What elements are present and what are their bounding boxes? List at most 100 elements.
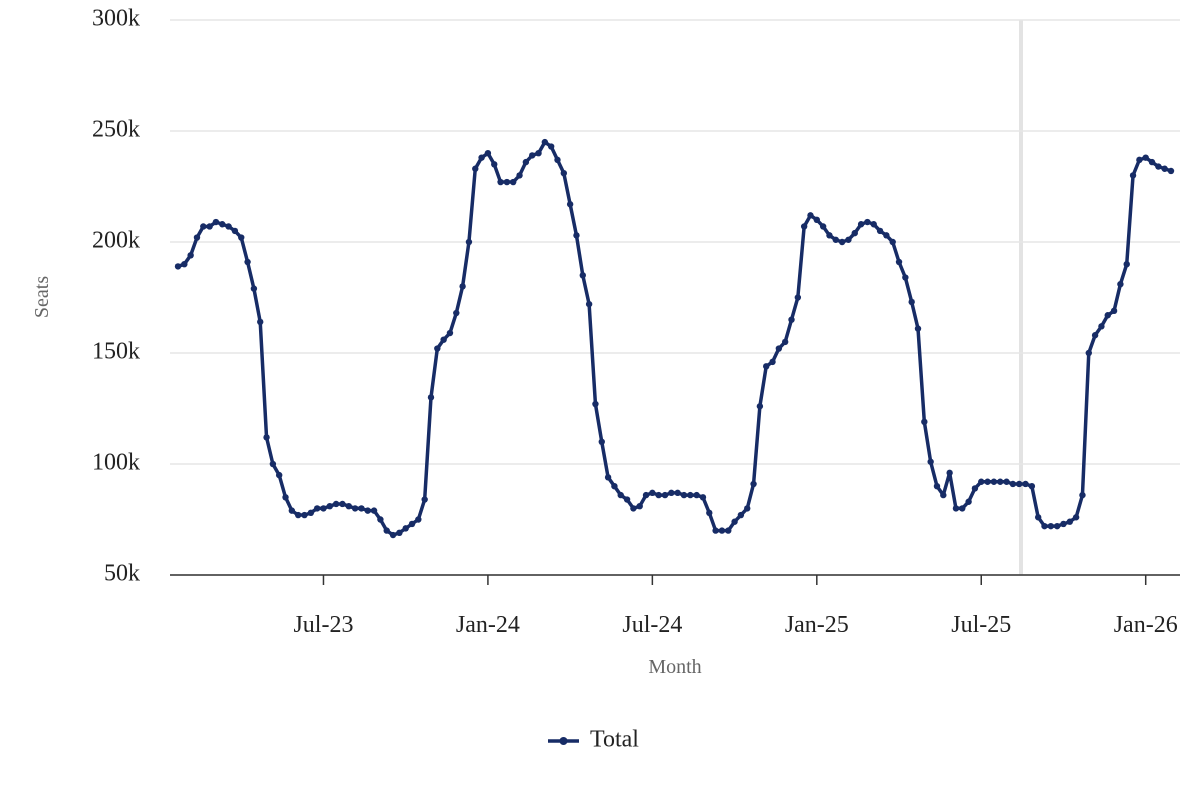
data-point bbox=[554, 156, 561, 164]
y-tick-label: 100k bbox=[92, 450, 140, 476]
data-point bbox=[364, 507, 371, 514]
data-point bbox=[263, 434, 270, 441]
data-point bbox=[528, 152, 536, 159]
data-point bbox=[940, 491, 947, 499]
data-point bbox=[819, 223, 827, 230]
data-point bbox=[1016, 480, 1023, 488]
data-point bbox=[225, 223, 232, 230]
data-point bbox=[250, 285, 258, 292]
data-point bbox=[560, 169, 568, 177]
data-point bbox=[630, 505, 637, 512]
data-point bbox=[826, 232, 833, 239]
data-point bbox=[491, 161, 498, 168]
y-tick-label: 200k bbox=[92, 228, 140, 254]
data-point bbox=[864, 218, 871, 226]
data-point bbox=[997, 478, 1004, 485]
data-point bbox=[345, 502, 352, 510]
data-point bbox=[402, 525, 409, 532]
data-point bbox=[459, 283, 466, 290]
data-point bbox=[687, 491, 694, 499]
data-point bbox=[952, 505, 960, 512]
data-point bbox=[1142, 154, 1149, 161]
data-point bbox=[472, 165, 479, 172]
data-point bbox=[212, 218, 220, 226]
data-point bbox=[389, 531, 397, 539]
data-point bbox=[547, 143, 555, 150]
data-point bbox=[1072, 514, 1080, 521]
data-point bbox=[1117, 280, 1124, 288]
data-point bbox=[1110, 307, 1118, 315]
data-point bbox=[1098, 323, 1105, 330]
data-point bbox=[895, 258, 903, 266]
data-point bbox=[1123, 261, 1130, 268]
data-point bbox=[775, 345, 783, 352]
data-point bbox=[326, 502, 333, 510]
data-point bbox=[737, 511, 745, 519]
data-point bbox=[718, 527, 726, 534]
data-point bbox=[744, 505, 751, 512]
data-point bbox=[282, 494, 289, 501]
data-point bbox=[800, 223, 808, 230]
data-point bbox=[503, 178, 511, 186]
data-point bbox=[851, 229, 858, 237]
data-point bbox=[294, 511, 302, 519]
data-point bbox=[1161, 165, 1168, 172]
data-point bbox=[914, 325, 922, 332]
data-point bbox=[440, 336, 447, 343]
data-point bbox=[313, 505, 321, 512]
data-point bbox=[902, 274, 909, 281]
data-point bbox=[1003, 478, 1010, 485]
data-point bbox=[680, 491, 688, 499]
data-point bbox=[415, 516, 422, 523]
data-point bbox=[332, 500, 340, 508]
data-point bbox=[807, 212, 814, 219]
data-point bbox=[181, 261, 188, 268]
data-point bbox=[750, 480, 757, 488]
data-point bbox=[927, 458, 934, 465]
data-point bbox=[883, 232, 890, 239]
data-point bbox=[453, 309, 460, 317]
x-tick-label: Jul-24 bbox=[622, 612, 682, 638]
data-point bbox=[788, 316, 795, 323]
y-tick-label: 50k bbox=[104, 561, 140, 587]
data-point bbox=[193, 234, 201, 241]
data-point bbox=[1053, 522, 1061, 530]
data-point bbox=[301, 511, 308, 519]
data-point bbox=[1028, 483, 1036, 490]
data-point bbox=[604, 474, 612, 481]
data-point bbox=[978, 478, 985, 485]
data-point bbox=[699, 494, 707, 501]
data-point bbox=[649, 489, 656, 497]
data-point bbox=[320, 505, 327, 512]
data-point bbox=[370, 507, 378, 514]
data-point bbox=[510, 178, 517, 186]
x-tick-label: Jul-23 bbox=[293, 612, 353, 638]
data-point bbox=[307, 509, 315, 517]
data-point bbox=[516, 172, 523, 179]
data-point bbox=[921, 418, 928, 426]
data-point bbox=[731, 518, 738, 525]
data-point bbox=[1079, 491, 1086, 499]
data-point bbox=[377, 516, 384, 523]
data-point bbox=[623, 496, 631, 503]
data-point bbox=[535, 150, 542, 157]
y-tick-label: 250k bbox=[92, 117, 140, 143]
data-point bbox=[478, 154, 485, 161]
data-point bbox=[870, 221, 877, 228]
data-point bbox=[434, 345, 441, 352]
data-point bbox=[497, 178, 504, 186]
data-point bbox=[598, 438, 605, 445]
data-point bbox=[984, 478, 991, 485]
data-point bbox=[238, 234, 245, 241]
data-point bbox=[832, 236, 839, 243]
data-point bbox=[421, 496, 428, 503]
data-point bbox=[351, 505, 359, 512]
data-point bbox=[1047, 522, 1055, 530]
data-point bbox=[522, 158, 530, 166]
data-point bbox=[1129, 172, 1137, 179]
data-point bbox=[1009, 480, 1017, 488]
data-point bbox=[693, 491, 700, 499]
data-point bbox=[446, 329, 454, 337]
data-point bbox=[794, 294, 802, 301]
